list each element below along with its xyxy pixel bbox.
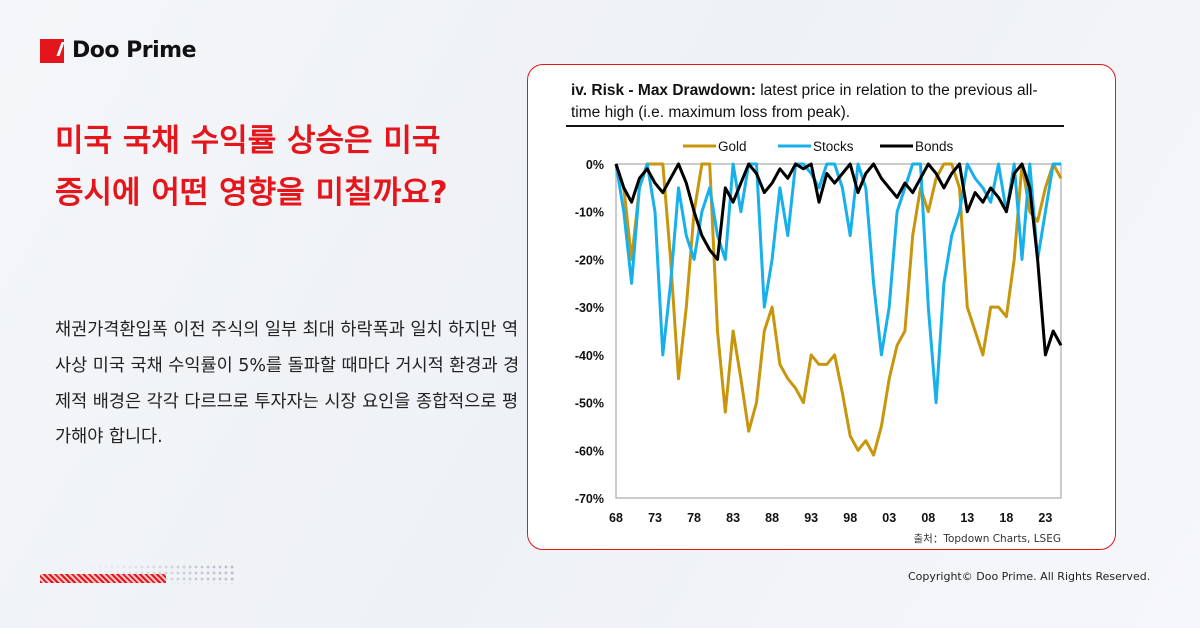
drawdown-chart: 0% -10% -20% -30% -40% -50% -60% -70% 68 73 78 83 88…	[575, 139, 1063, 525]
chart-title: iv. Risk - Max Drawdown: latest price in…	[571, 80, 1041, 124]
x-tick-label: 73	[648, 511, 662, 525]
logo-icon	[40, 38, 64, 63]
x-tick-label: 03	[882, 511, 896, 525]
title-divider	[566, 125, 1064, 127]
x-tick-label: 88	[765, 511, 779, 525]
chart-title-bold: iv. Risk - Max Drawdown:	[571, 82, 756, 99]
x-tick-label: 08	[921, 511, 935, 525]
decorative-stripes	[40, 574, 166, 583]
brand-name: Doo Prime	[72, 38, 197, 63]
y-tick-label: -60%	[575, 444, 604, 458]
x-tick-label: 13	[960, 511, 974, 525]
x-tick-label: 78	[687, 511, 701, 525]
y-tick-label: -40%	[575, 349, 604, 363]
chart-title-rest: latest price in relation to the previous…	[571, 82, 1038, 121]
y-tick-label: -10%	[575, 206, 604, 220]
legend-label-gold: Gold	[718, 139, 747, 154]
x-tick-label: 18	[999, 511, 1013, 525]
legend-label-stocks: Stocks	[813, 139, 854, 154]
legend-label-bonds: Bonds	[915, 139, 954, 154]
x-tick-label: 68	[609, 511, 623, 525]
brand-logo: Doo Prime	[40, 38, 197, 63]
copyright: Copyright© Doo Prime. All Rights Reserve…	[908, 570, 1151, 583]
y-tick-label: 0%	[586, 158, 604, 172]
series-line-gold	[614, 162, 1063, 457]
x-tick-label: 98	[843, 511, 857, 525]
x-tick-label: 23	[1038, 511, 1052, 525]
chart-card: iv. Risk - Max Drawdown: latest price in…	[527, 64, 1116, 550]
x-tick-label: 93	[804, 511, 818, 525]
headline: 미국 국채 수익률 상승은 미국증시에 어떤 영향을 미칠까요?	[55, 123, 448, 211]
x-tick-label: 83	[726, 511, 740, 525]
y-tick-label: -20%	[575, 253, 604, 267]
y-tick-label: -30%	[575, 301, 604, 315]
plot-frame	[615, 163, 1062, 499]
y-tick-label: -50%	[575, 397, 604, 411]
series-line-bonds	[614, 162, 1063, 357]
y-tick-label: -70%	[575, 492, 604, 506]
body-text: 채권가격환입폭 이전 주식의 일부 최대 하락폭과 일치 하지만 역사상 미국 …	[55, 320, 520, 448]
chart-source: 출처：Topdown Charts, LSEG	[913, 533, 1062, 545]
